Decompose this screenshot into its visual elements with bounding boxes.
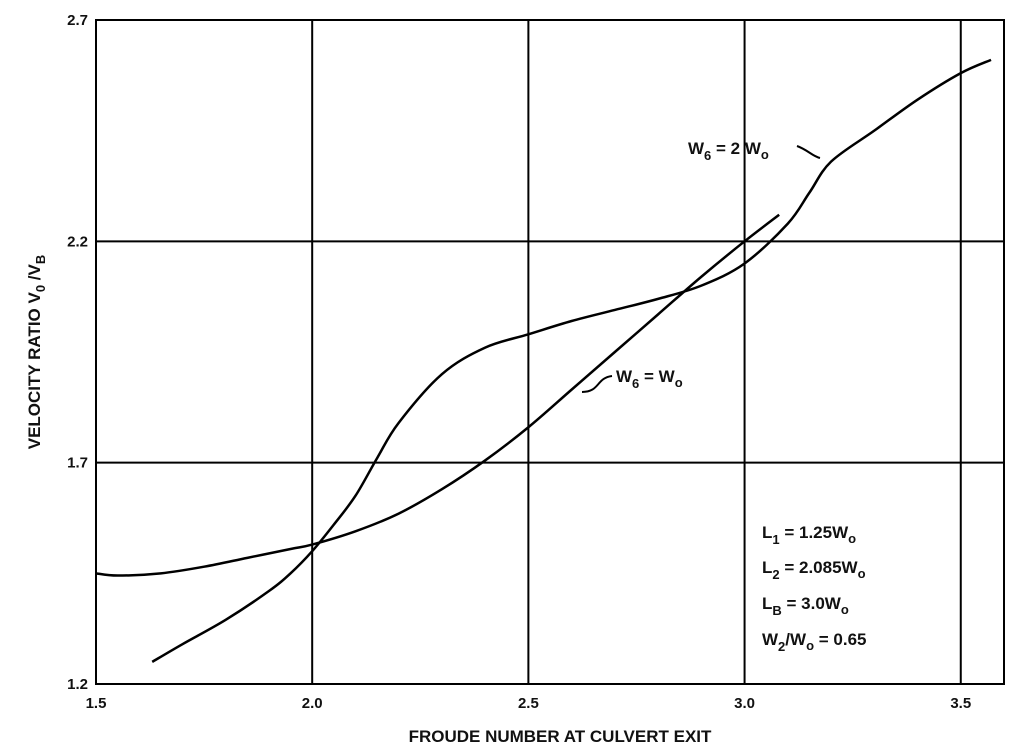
- y-tick-label: 1.2: [67, 676, 88, 693]
- x-tick-label: 3.0: [734, 695, 755, 712]
- y-tick-label: 2.7: [67, 12, 88, 29]
- param-lb: LB = 3.0Wo: [762, 594, 849, 618]
- curve-label-1-arrow: [581, 375, 613, 393]
- series-line-2: [151, 58, 992, 663]
- curves: [95, 58, 992, 663]
- plot-frame: [95, 19, 1005, 685]
- curve-label-2: W6 = 2 Wo: [688, 139, 769, 163]
- x-tick-label: 3.5: [950, 695, 971, 712]
- y-tick-labels: 1.2 1.7 2.2 2.7: [67, 12, 88, 693]
- y-tick-label: 1.7: [67, 455, 88, 472]
- y-axis-title: VELOCITY RATIO V0 /VB: [25, 255, 48, 450]
- x-axis-title: FROUDE NUMBER AT CULVERT EXIT: [409, 727, 712, 746]
- param-w2-ratio: W2/Wo = 0.65: [762, 630, 866, 654]
- grid: [96, 20, 1004, 684]
- series-line-1: [95, 213, 780, 577]
- x-tick-label: 1.5: [86, 695, 107, 712]
- curve-label-1: W6 = Wo: [616, 367, 683, 391]
- x-tick-labels: 1.5 2.0 2.5 3.0 3.5: [86, 695, 972, 712]
- curve-label-2-arrow: [796, 145, 821, 159]
- y-tick-label: 2.2: [67, 233, 88, 250]
- param-l1: L1 = 1.25Wo: [762, 523, 856, 547]
- x-tick-label: 2.0: [302, 695, 323, 712]
- param-l2: L2 = 2.085Wo: [762, 558, 866, 582]
- x-tick-label: 2.5: [518, 695, 539, 712]
